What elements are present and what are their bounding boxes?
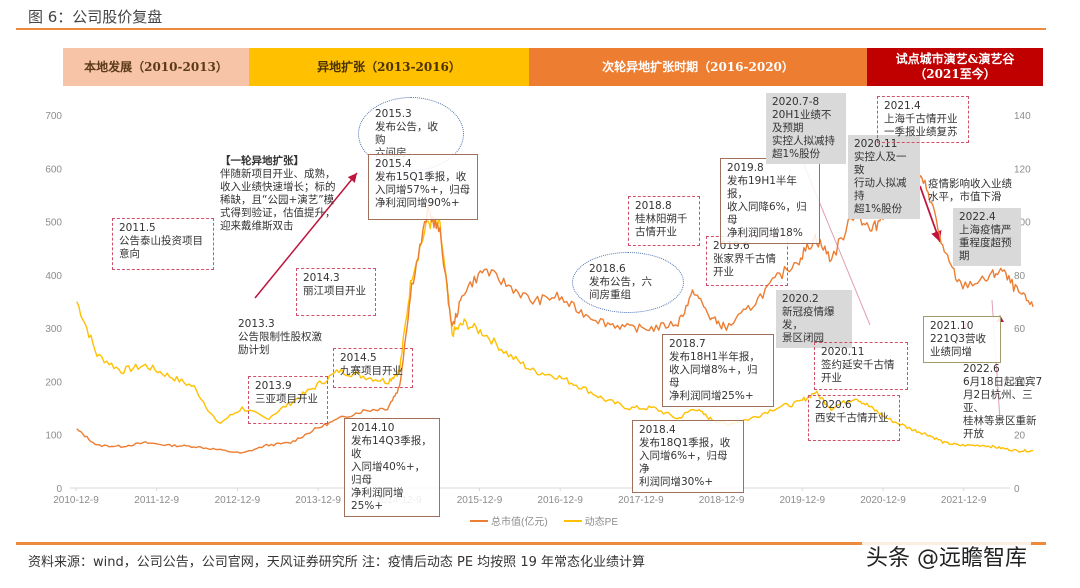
y-left-tick: 300 — [45, 324, 62, 335]
x-tick-label: 2020-12-9 — [860, 495, 906, 506]
annotation-text: 2019.6 张家界千古情 开业 — [713, 240, 776, 278]
legend-swatch-pe — [563, 519, 582, 522]
annotation-a2021-4: 2021.4 上海千古情开业 一季报业绩复苏 — [877, 96, 969, 143]
x-tick-label: 2016-12-9 — [537, 495, 583, 506]
annotation-text: 2021.4 上海千古情开业 一季报业绩复苏 — [884, 100, 958, 138]
trend-arrow-up — [254, 172, 358, 299]
phase-3: 试点城市演艺&演艺谷 （2021至今） — [867, 48, 1043, 86]
annotation-text: 2014.3 丽江项目开业 — [303, 272, 366, 297]
legend-label-pe: 动态PE — [584, 517, 619, 528]
annotation-a2020-11: 2020.11 签约延安千古情 开业 — [814, 342, 908, 390]
y-left-tick: 700 — [45, 111, 62, 122]
annotation-text: 2013.3 公告限制性股权激 励计划 — [238, 318, 322, 356]
annotation-text: 2020.7-8 20H1业绩不 及预期 实控人拟减持 超1%股份 — [772, 96, 835, 160]
legend-item-pe: 动态PE — [563, 513, 619, 528]
annotation-text: 2018.6 发布公告，六 间房重组 — [589, 263, 652, 301]
annotation-a-round1: 【一轮异地扩张】 伴随新项目开业、成熟， 收入业绩快速增长；标的 稀缺，且“公园… — [220, 155, 360, 235]
y-right-tick: 40 — [1014, 377, 1026, 388]
annotation-text: 2018.4 发布18Q1季报，收 入同增6%+，归母净 利润同增30%+ — [639, 424, 731, 488]
annotation-text: 2018.7 发布18H1半年报， 收入同增8%+，归母 净利润同增25%+ — [669, 338, 760, 402]
x-tick-label: 2013-12-9 — [295, 495, 341, 506]
annotation-text: 2022.4 上海疫情严 重程度超预 期 — [959, 211, 1012, 262]
annotation-a2013-9: 2013.9 三亚项目开业 — [248, 376, 328, 424]
title-divider — [16, 28, 1046, 30]
x-tick-label: 2018-12-9 — [699, 495, 745, 506]
source-divider — [16, 542, 1046, 545]
y-left-tick: 100 — [45, 431, 62, 442]
legend-swatch-market-cap — [470, 519, 488, 522]
annotation-text: 2020.11 签约延安千古情 开业 — [821, 346, 895, 384]
x-tick-label: 2015-12-9 — [457, 495, 503, 506]
annotation-a2015-4: 2015.4 发布15Q1季报，收 入同增57%+，归母 净利润同增90%+ — [368, 154, 478, 220]
annotation-a2020-6: 2020.6 西安千古情开业 — [808, 395, 900, 441]
annotation-text: 2022.6 6月18日起宜宾7 月2日杭州、三亚、 桂林等景区重新 开放 — [963, 363, 1043, 440]
annotation-text: 2018.8 桂林阳朔千 古情开业 — [635, 200, 688, 238]
chart-axes: 0 100 200 300 400 500 600 700 0 20 40 60 80 100 120 140… — [45, 111, 1031, 506]
annotation-text: 2015.4 发布15Q1季报，收 入同增57%+，归母 净利润同增90%+ — [375, 158, 471, 209]
annotation-text: 2020.2 新冠疫情爆发， 景区闭园 — [782, 293, 835, 344]
x-tick-label: 2011-12-9 — [134, 495, 179, 506]
annotation-a2018-8: 2018.8 桂林阳朔千 古情开业 — [628, 196, 700, 246]
annotation-a2018-6: 2018.6 发布公告，六 间房重组 — [572, 252, 684, 313]
y-right-tick: 20 — [1014, 431, 1026, 442]
phase-0: 本地发展（2010-2013） — [63, 48, 249, 86]
annotation-text: 2014.10 发布14Q3季报，收 入同增40%+，归母 净利润同增25%+ — [351, 422, 432, 512]
annotation-text: 2015.3 发布公告，收购 六间房 — [375, 108, 438, 159]
annotation-a2022-6: 2022.6 6月18日起宜宾7 月2日杭州、三亚、 桂林等景区重新 开放 — [963, 363, 1043, 441]
x-tick-label: 2017-12-9 — [618, 495, 664, 506]
y-left-tick: 400 — [45, 271, 62, 282]
x-tick-label: 2012-12-9 — [215, 495, 261, 506]
annotation-text: 2020.11 实控人及一致 行动人拟减持 超1%股份 — [854, 138, 907, 215]
y-right-tick: 80 — [1014, 271, 1026, 282]
annotation-text: 2014.5 九寨项目开业 — [340, 352, 403, 377]
annotation-a2013-3: 2013.3 公告限制性股权激 励计划 — [238, 318, 348, 362]
annotation-a2018-7: 2018.7 发布18H1半年报， 收入同增8%+，归母 净利润同增25%+ — [662, 334, 774, 407]
annotation-text: 伴随新项目开业、成熟， 收入业绩快速增长；标的 稀缺，且“公园+演艺”模 式得到… — [220, 168, 336, 232]
annotation-title: 【一轮异地扩张】 — [220, 155, 304, 167]
x-tick-label: 2019-12-9 — [780, 495, 826, 506]
y-left-tick: 200 — [45, 377, 62, 388]
y-right-tick: 140 — [1014, 111, 1031, 122]
phase-1: 异地扩张（2013-2016） — [249, 48, 529, 86]
annotation-a2020-11b: 2020.11 实控人及一致 行动人拟减持 超1%股份 — [848, 135, 920, 219]
annotation-a2020-2: 2020.2 新冠疫情爆发， 景区闭园 — [776, 290, 852, 348]
y-right-tick: 60 — [1014, 324, 1026, 335]
annotation-text: 2020.6 西安千古情开业 — [815, 399, 889, 424]
phase-2: 次轮异地扩张时期（2016-2020） — [529, 48, 867, 86]
y-right-tick: 0 — [1014, 484, 1020, 495]
annotation-a2011-5: 2011.5 公告泰山投资项目 意向 — [112, 218, 214, 270]
y-left-tick: 0 — [56, 484, 62, 495]
legend-item-market-cap: 总市值(亿元) — [470, 513, 548, 528]
legend-label-market-cap: 总市值(亿元) — [491, 517, 548, 528]
x-tick-label: 2021-12-9 — [941, 495, 987, 506]
y-right-tick: 100 — [1014, 218, 1031, 229]
annotation-a2018-4: 2018.4 发布18Q1季报，收 入同增6%+，归母净 利润同增30%+ — [632, 420, 744, 493]
annotation-a2020-7: 2020.7-8 20H1业绩不 及预期 实控人拟减持 超1%股份 — [766, 93, 846, 164]
annotation-a2014-3: 2014.3 丽江项目开业 — [296, 268, 376, 316]
stock-price-chart: 0 100 200 300 400 500 600 700 0 20 40 60 80 100 120 140… — [45, 111, 1034, 506]
annotation-text: 2011.5 公告泰山投资项目 意向 — [119, 222, 203, 260]
figure-title: 图 6：公司股价复盘 — [28, 8, 163, 26]
annotation-a2019-8: 2019.8 发布19H1半年报， 收入同降6%，归母 净利润同增18% — [720, 158, 820, 244]
annotation-a2014-10: 2014.10 发布14Q3季报，收 入同增40%+，归母 净利润同增25%+ — [344, 418, 440, 517]
annotation-text: 2021.10 221Q3营收 业绩同增 — [930, 320, 986, 358]
annotation-a2014-5: 2014.5 九寨项目开业 — [333, 348, 413, 388]
source-note: 资料来源：wind，公司公告，公司官网，天风证券研究所 注：疫情后动态 PE 均… — [28, 555, 645, 570]
series-line-pe — [76, 216, 1034, 453]
annotation-a2021-10: 2021.10 221Q3营收 业绩同增 — [923, 316, 1001, 363]
annotation-text: 疫情影响收入业绩 水平，市值下滑 — [928, 178, 1012, 203]
trend-arrow-down — [919, 185, 942, 243]
annotation-a2022-4: 2022.4 上海疫情严 重程度超预 期 — [953, 208, 1021, 266]
y-right-tick: 120 — [1014, 164, 1031, 175]
annotation-text: 2019.8 发布19H1半年报， 收入同降6%，归母 净利润同增18% — [727, 162, 807, 239]
annotation-text: 2013.9 三亚项目开业 — [255, 380, 318, 405]
watermark: 头条 @远瞻智库 — [862, 540, 1031, 572]
chart-legend: 总市值(亿元) 动态PE — [470, 513, 618, 528]
x-tick-label: 2010-12-9 — [53, 495, 99, 506]
annotation-a-covid: 疫情影响收入业绩 水平，市值下滑 — [928, 178, 1032, 206]
y-left-tick: 500 — [45, 218, 62, 229]
y-left-tick: 600 — [45, 164, 62, 175]
